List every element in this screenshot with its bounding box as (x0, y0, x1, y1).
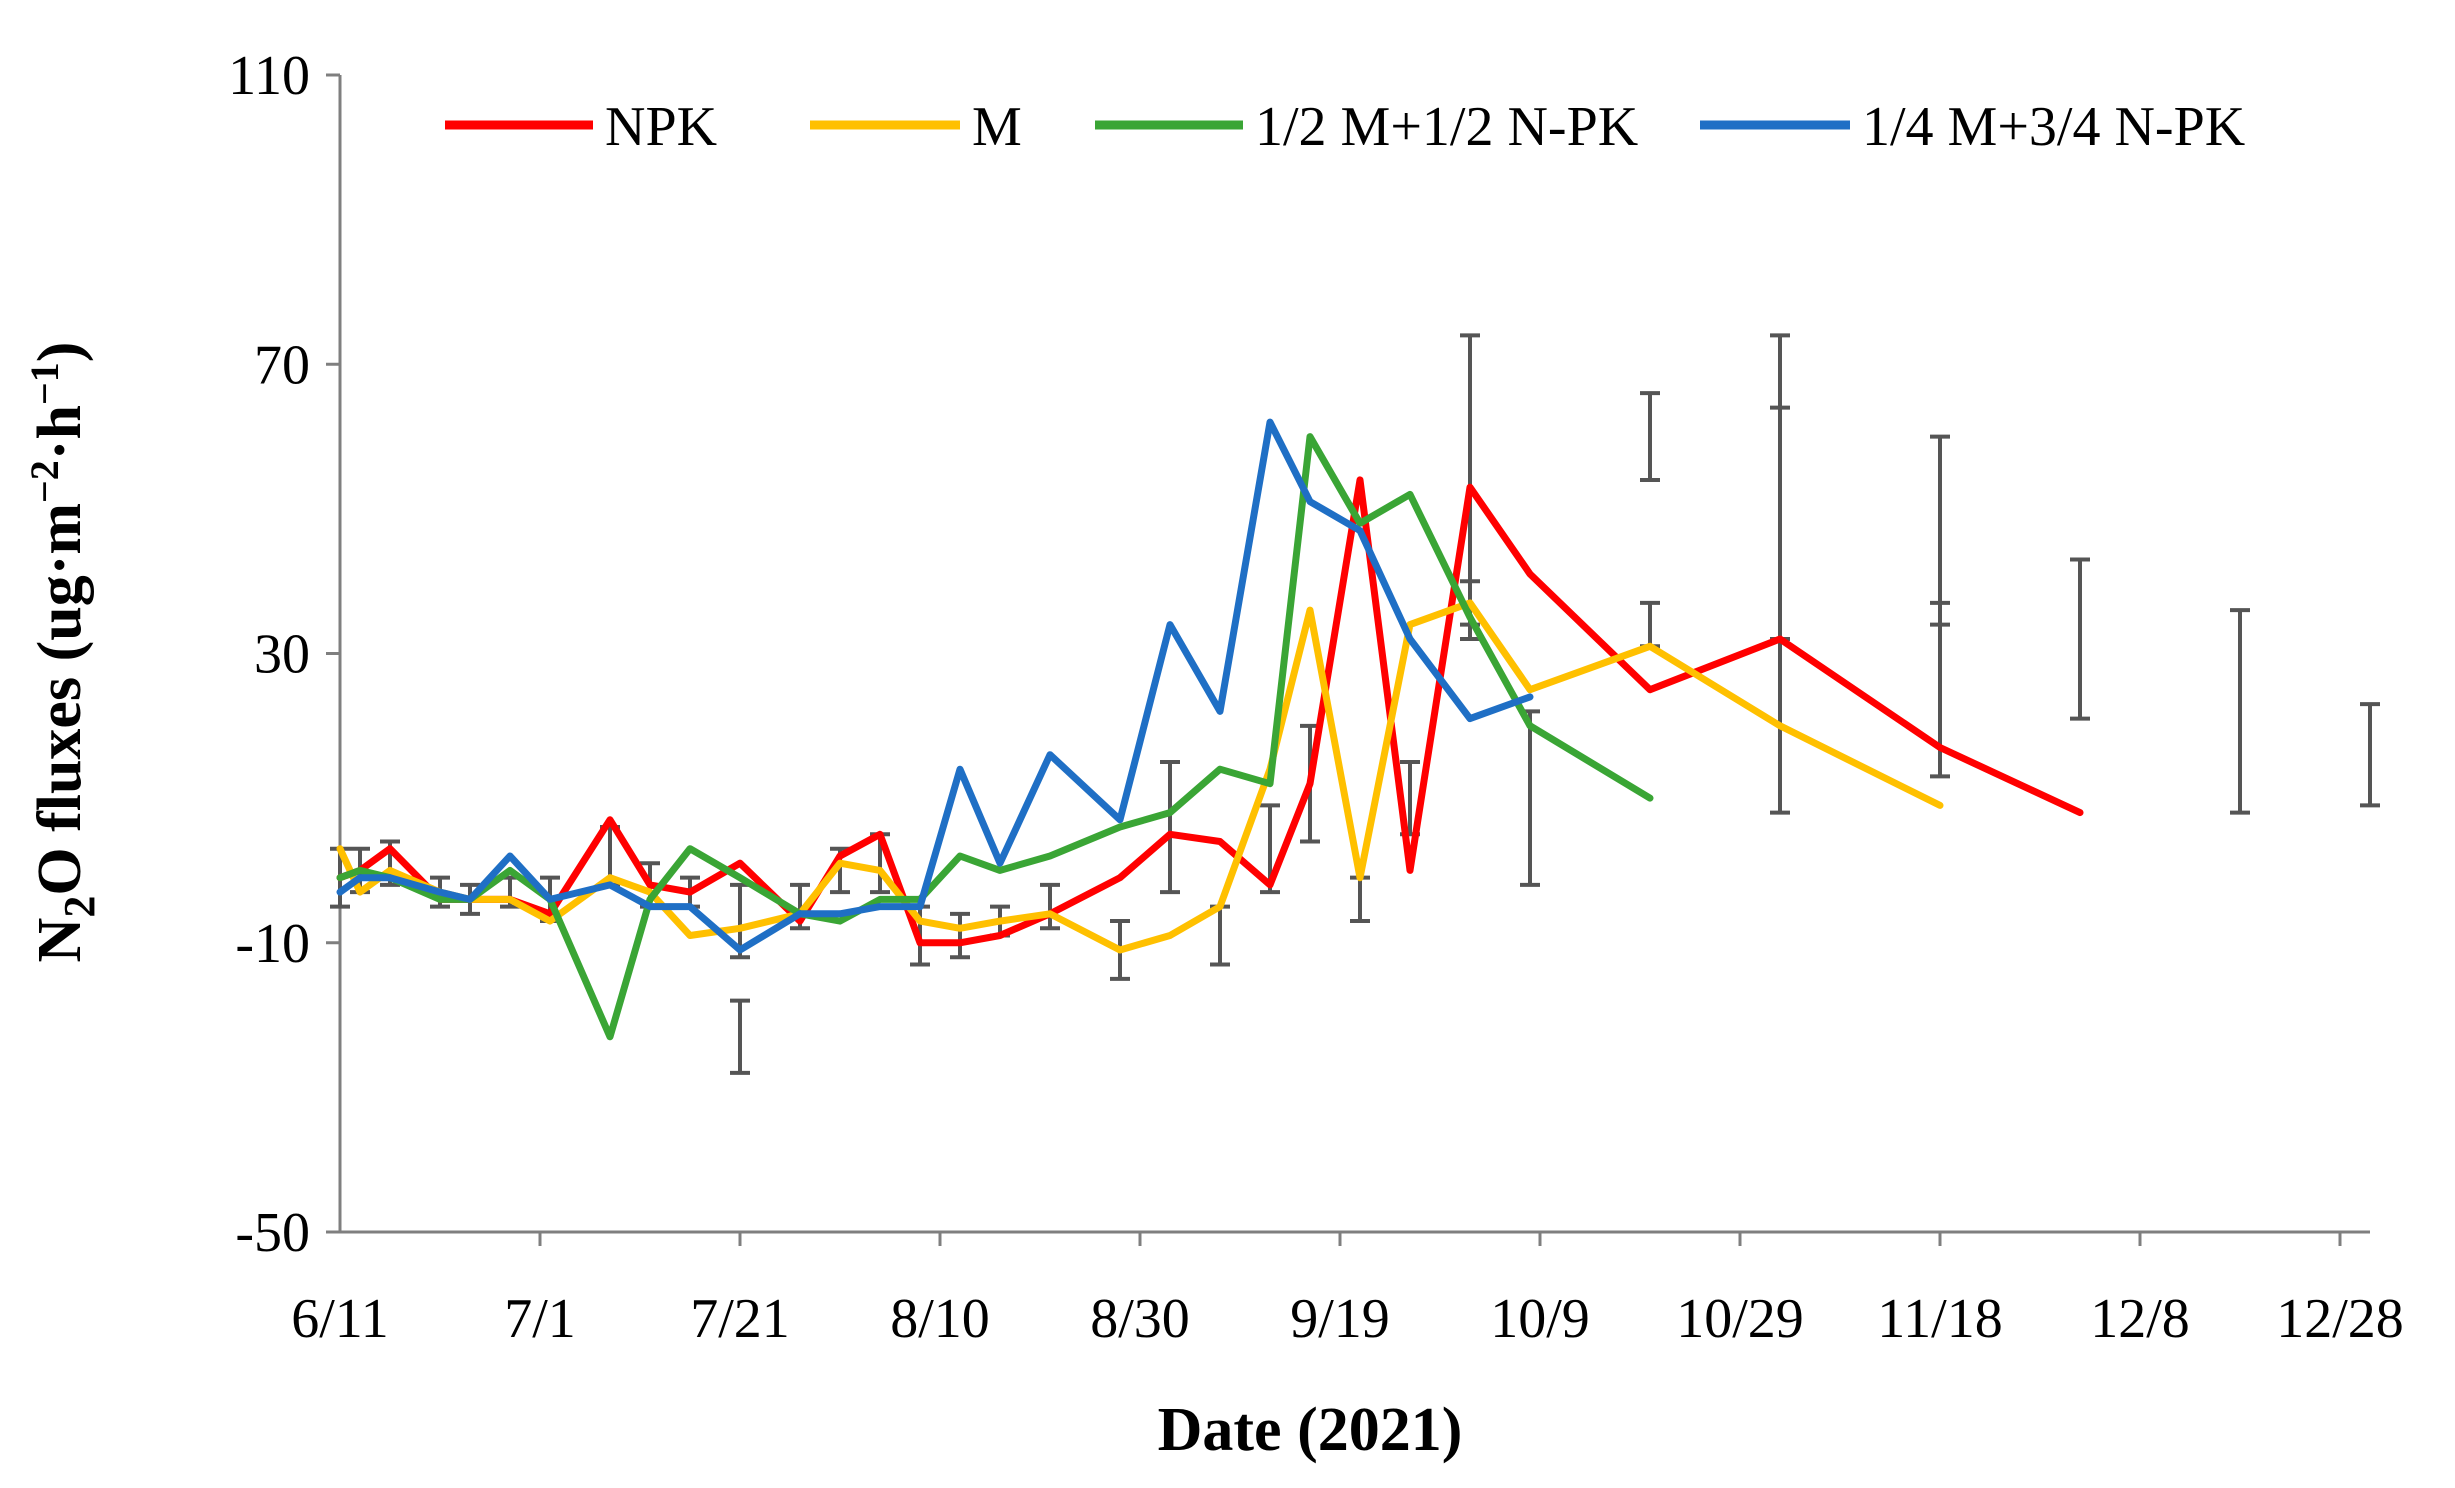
x-tick-label: 8/30 (1090, 1288, 1190, 1350)
y-tick-label: 70 (254, 334, 310, 396)
series-lines (336, 418, 2084, 1041)
legend-label: NPK (605, 96, 717, 158)
legend-label: 1/4 M+3/4 N-PK (1862, 96, 2245, 158)
legend: NPK M 1/2 M+1/2 N-PK 1/4 M+3/4 N-PK (445, 96, 2245, 158)
error-bar (1210, 904, 1230, 967)
legend-item: M (810, 96, 1022, 158)
axes (338, 75, 2370, 1234)
error-bar (1770, 405, 1790, 642)
error-bar (1520, 709, 1540, 887)
series-line-1 (336, 599, 1944, 954)
error-bar (950, 911, 970, 960)
y-tick-label: -10 (235, 913, 310, 975)
y-axis-ticks: 110 70 30 -10 -50 (228, 45, 340, 1264)
error-bar (730, 998, 750, 1075)
x-tick-label: 6/11 (291, 1288, 388, 1350)
x-tick-label: 7/21 (690, 1288, 790, 1350)
error-bar (1930, 434, 1950, 627)
error-bar (1160, 759, 1180, 895)
x-tick-label: 10/9 (1490, 1288, 1590, 1350)
x-tick-label: 10/29 (1676, 1288, 1804, 1350)
error-bar (1350, 875, 1370, 924)
series-line-3 (336, 418, 1534, 954)
x-axis-ticks: 6/11 7/1 7/21 8/10 8/30 9/19 10/9 10/29 11/18 12/… (291, 1232, 2404, 1350)
x-axis-title: Date (2021) (1158, 1396, 1463, 1464)
x-tick-label: 12/8 (2090, 1288, 2190, 1350)
x-tick-label: 8/10 (890, 1288, 990, 1350)
x-tick-label: 7/1 (504, 1288, 576, 1350)
legend-label: 1/2 M+1/2 N-PK (1255, 96, 1638, 158)
series-line-2 (336, 433, 1654, 1041)
y-tick-label: 30 (254, 624, 310, 686)
y-tick-label: -50 (235, 1202, 310, 1264)
error-bar (1640, 391, 1660, 482)
x-tick-label: 12/28 (2276, 1288, 2404, 1350)
legend-label: M (972, 96, 1022, 158)
series-line-0 (336, 476, 2084, 947)
error-bar (2360, 702, 2380, 808)
error-bar (1040, 882, 1060, 931)
y-axis-title: N2O fluxes (ug·m−2·h−1) (22, 342, 104, 963)
legend-item: 1/4 M+3/4 N-PK (1700, 96, 2245, 158)
legend-item: 1/2 M+1/2 N-PK (1095, 96, 1638, 158)
error-bars (330, 333, 2380, 1075)
error-bar (2230, 608, 2250, 815)
error-bar (1640, 600, 1660, 649)
x-tick-label: 9/19 (1290, 1288, 1390, 1350)
legend-item: NPK (445, 96, 717, 158)
y-tick-label: 110 (228, 45, 310, 107)
x-tick-label: 11/18 (1877, 1288, 2002, 1350)
error-bar (2070, 557, 2090, 721)
